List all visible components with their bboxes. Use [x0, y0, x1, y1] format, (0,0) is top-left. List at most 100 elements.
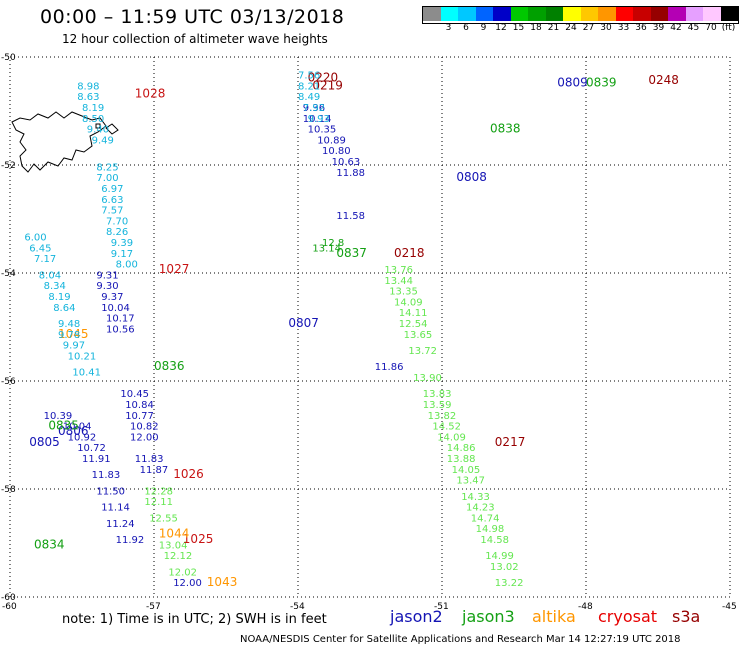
pass-time-label: 0219 — [312, 78, 343, 92]
footer-note: note: 1) Time is in UTC; 2) SWH is in fe… — [62, 612, 327, 627]
wave-height-value: 11.58 — [336, 211, 365, 222]
wave-height-value: 8.19 — [82, 103, 104, 114]
lon-tick-label: -51 — [434, 602, 449, 612]
wave-height-value: 12.8 — [322, 238, 344, 249]
wave-height-value: 8.64 — [53, 303, 75, 314]
wave-height-value: 12.54 — [399, 319, 428, 330]
wave-height-value: 9.93 — [308, 114, 330, 125]
wave-height-value: 13.83 — [423, 389, 452, 400]
pass-time-label: 0834 — [34, 537, 65, 551]
scale-swatch — [633, 7, 651, 21]
lat-tick-label: -60 — [1, 593, 16, 603]
scale-label: 18 — [530, 23, 542, 33]
wave-height-value: 13.47 — [456, 476, 485, 487]
wave-height-value: 10.80 — [322, 146, 351, 157]
wave-height-value: 9.49 — [92, 135, 114, 146]
lon-tick-label: -54 — [290, 602, 305, 612]
scale-swatch — [598, 7, 616, 21]
wave-height-value: 7.92 — [303, 103, 325, 114]
scale-label: 21 — [547, 23, 560, 33]
scale-label: 30 — [600, 23, 612, 33]
pass-time-label: 0220 — [308, 70, 339, 84]
wave-height-value: 8.49 — [298, 92, 320, 103]
lat-tick-label: -56 — [1, 377, 16, 387]
wave-height-value: 11.88 — [336, 168, 365, 179]
wave-height-value: 8.34 — [44, 281, 66, 292]
wave-height-value: 13.35 — [389, 287, 418, 298]
wave-height-value: 9.78 — [58, 330, 80, 341]
chart-title: 00:00 – 11:59 UTC 03/13/2018 — [40, 6, 345, 28]
pass-time-label: 0838 — [490, 122, 521, 136]
wave-height-value: 14.58 — [480, 535, 509, 546]
scale-label: 6 — [463, 23, 469, 33]
wave-height-value: 12.11 — [144, 497, 173, 508]
wave-height-value: 7.00 — [96, 173, 118, 184]
pass-time-label: 1044 — [159, 527, 190, 541]
wave-height-value: 8.25 — [96, 162, 118, 173]
lat-lon-grid — [9, 56, 731, 598]
wave-height-value: 7.17 — [34, 254, 56, 265]
pass-time-label: 0217 — [495, 435, 526, 449]
wave-height-value: 10.41 — [72, 368, 101, 379]
track-cyan-track: 8.988.638.198.509.409.498.257.006.976.63… — [24, 71, 329, 379]
scale-label: 27 — [582, 23, 595, 33]
legend-cryosat: cryosat — [598, 607, 658, 626]
wave-height-value: 7.56 — [298, 71, 320, 82]
wave-height-value: 12.12 — [164, 551, 193, 562]
wave-height-value: 13.04 — [159, 540, 188, 551]
wave-height-value: 10.14 — [303, 114, 332, 125]
scale-label: 3 — [445, 23, 452, 33]
falkland-islands-outline — [11, 111, 119, 173]
wave-height-value: 6.45 — [29, 243, 51, 254]
wave-height-value: 10.39 — [44, 411, 73, 422]
scale-label: 39 — [652, 23, 665, 33]
wave-height-value: 14.05 — [452, 465, 481, 476]
scale-swatch — [493, 7, 511, 21]
wave-height-value: 11.92 — [116, 535, 145, 546]
pass-time-label: 1026 — [173, 467, 204, 481]
wave-height-value: 10.63 — [332, 157, 361, 168]
scale-label: 36 — [635, 23, 647, 33]
wave-height-value: 11.91 — [82, 454, 111, 465]
pass-time-label: 0837 — [336, 246, 367, 260]
pass-time-label: 1045 — [58, 327, 89, 341]
lon-tick-label: -45 — [722, 602, 737, 612]
pass-time-label: 1027 — [159, 262, 190, 276]
scale-swatch — [720, 7, 738, 21]
wave-height-value: 10.21 — [68, 351, 97, 362]
legend-jason2: jason2 — [390, 607, 443, 626]
wave-height-value: 9.17 — [111, 249, 133, 260]
lon-tick-label: -57 — [146, 602, 161, 612]
wave-height-value: 12.55 — [149, 513, 178, 524]
wave-height-value: 10.89 — [317, 135, 346, 146]
wave-height-value: 9.37 — [101, 292, 123, 303]
pass-time-label: 0807 — [288, 316, 319, 330]
wave-height-value: 13.44 — [384, 276, 413, 287]
lon-tick-label: -48 — [578, 602, 593, 612]
scale-swatch — [703, 7, 721, 21]
track-altika: 1045 1044 1043 — [58, 327, 237, 589]
lat-tick-label: -52 — [1, 161, 16, 171]
lat-tick-label: -50 — [1, 53, 16, 63]
lat-tick-label: -54 — [1, 269, 16, 279]
wave-height-value: 13.72 — [408, 346, 437, 357]
wave-height-value: 8.50 — [82, 114, 104, 125]
pass-time-label: 0806 — [58, 424, 89, 438]
pass-time-label: 0839 — [586, 76, 617, 90]
scale-swatch — [510, 7, 528, 21]
wave-height-value: 13.90 — [413, 373, 442, 384]
wave-height-value: 10.77 — [125, 411, 154, 422]
credit-line: NOAA/NESDIS Center for Satellite Applica… — [240, 634, 681, 645]
wave-height-value: 8.26 — [106, 227, 128, 238]
scale-swatch — [440, 7, 458, 21]
wave-height-value: 6.63 — [101, 195, 123, 206]
pass-time-label: 1028 — [135, 87, 166, 101]
wave-height-value: 12.00 — [130, 432, 159, 443]
wave-height-value: 9.31 — [96, 270, 118, 281]
pass-time-label: 0805 — [29, 435, 60, 449]
scale-swatch — [458, 7, 476, 21]
scale-swatch — [650, 7, 668, 21]
